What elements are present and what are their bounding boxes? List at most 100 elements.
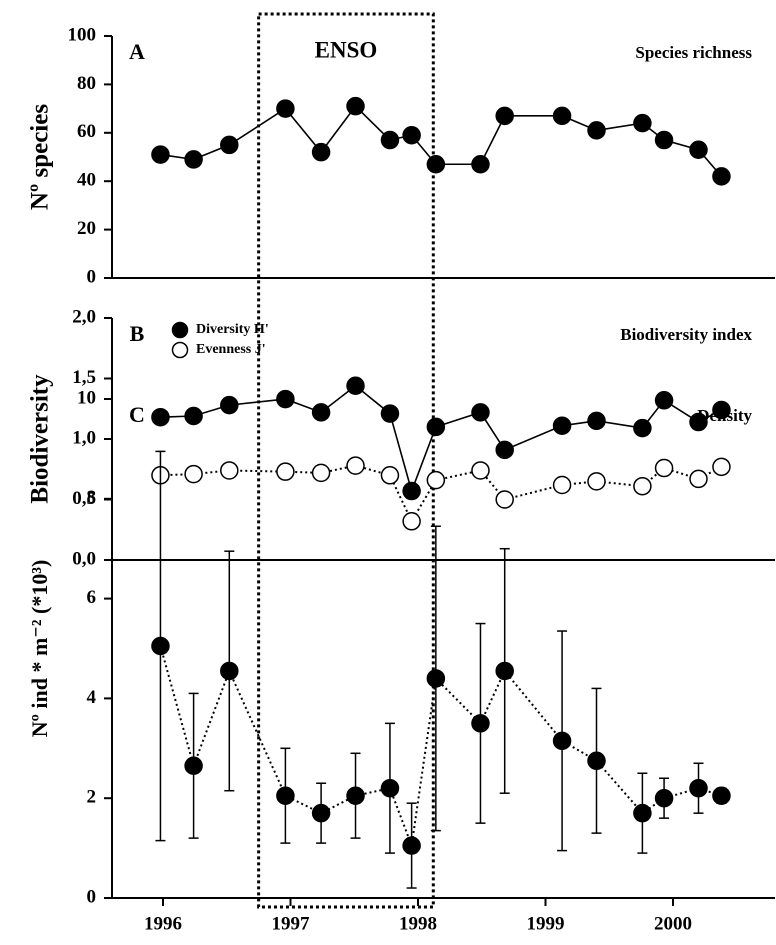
annotation: Biodiversity index bbox=[620, 325, 752, 344]
y-axis-label: Nº species bbox=[27, 104, 54, 210]
data-point bbox=[184, 464, 203, 484]
x-tick-label: 1997 bbox=[272, 913, 311, 934]
x-tick-label: 1996 bbox=[144, 913, 182, 934]
data-point bbox=[346, 456, 365, 475]
data-point bbox=[689, 778, 708, 798]
y-tick-label: 0 bbox=[87, 886, 97, 907]
y-tick-label: 0,0 bbox=[72, 548, 96, 569]
data-point bbox=[552, 475, 572, 495]
data-point bbox=[471, 403, 490, 422]
panel-label: B bbox=[130, 321, 145, 346]
data-point bbox=[654, 788, 674, 808]
data-point bbox=[552, 106, 572, 126]
data-point bbox=[495, 661, 514, 681]
data-point bbox=[587, 411, 606, 431]
data-point bbox=[654, 130, 674, 150]
data-point bbox=[654, 391, 674, 410]
enso-label: ENSO bbox=[315, 37, 378, 62]
data-point bbox=[495, 440, 514, 460]
data-point bbox=[587, 751, 606, 771]
y-tick-label: 6 bbox=[87, 587, 97, 608]
data-point bbox=[151, 407, 170, 427]
data-point bbox=[426, 417, 446, 437]
data-point bbox=[184, 406, 203, 426]
data-point bbox=[402, 836, 421, 855]
x-tick-label: 1998 bbox=[399, 913, 437, 934]
y-tick-label: 4 bbox=[87, 687, 97, 708]
data-point bbox=[311, 403, 331, 422]
enso-box bbox=[257, 12, 435, 909]
legend-marker bbox=[171, 341, 189, 359]
annotation: Density bbox=[697, 406, 752, 425]
data-point bbox=[633, 113, 652, 133]
data-point bbox=[311, 463, 331, 483]
data-point bbox=[471, 155, 490, 174]
data-point bbox=[276, 99, 295, 118]
data-point bbox=[471, 461, 490, 480]
data-point bbox=[220, 135, 239, 155]
data-point bbox=[311, 803, 331, 823]
data-point bbox=[184, 756, 203, 776]
data-point bbox=[151, 636, 170, 656]
data-point bbox=[276, 786, 295, 805]
y-tick-label: 1,0 bbox=[72, 427, 96, 448]
data-point bbox=[380, 130, 400, 150]
data-point bbox=[346, 376, 365, 396]
data-point bbox=[552, 416, 572, 435]
y-tick-label: 8 bbox=[87, 487, 97, 508]
data-point bbox=[346, 786, 365, 805]
y-tick-label: 10 bbox=[77, 387, 96, 408]
data-point bbox=[712, 167, 731, 186]
x-tick-label: 2000 bbox=[654, 913, 692, 934]
data-point bbox=[712, 457, 731, 477]
data-point bbox=[402, 512, 421, 531]
y-tick-label: 20 bbox=[77, 218, 96, 239]
y-tick-label: 60 bbox=[77, 121, 96, 142]
data-point bbox=[276, 389, 295, 409]
y-axis-label: Nº ind * m⁻² (*10³) bbox=[27, 560, 52, 738]
y-tick-label: 2,0 bbox=[72, 306, 96, 327]
data-point bbox=[220, 661, 239, 681]
data-point bbox=[380, 778, 400, 798]
data-point bbox=[471, 714, 490, 733]
x-tick-label: 1999 bbox=[527, 913, 565, 934]
data-point bbox=[712, 786, 731, 805]
data-point bbox=[689, 469, 708, 489]
data-point bbox=[346, 96, 365, 116]
y-tick-label: 1,5 bbox=[72, 367, 96, 388]
y-axis-label: Biodiversity bbox=[27, 374, 54, 504]
data-point bbox=[712, 400, 731, 420]
data-point bbox=[633, 476, 652, 496]
data-point bbox=[151, 145, 170, 164]
data-point bbox=[633, 418, 652, 438]
data-point bbox=[402, 125, 421, 145]
data-point bbox=[552, 731, 572, 751]
data-point bbox=[587, 121, 606, 140]
data-point bbox=[402, 481, 421, 501]
data-point bbox=[587, 472, 606, 491]
data-point bbox=[220, 395, 239, 415]
data-point bbox=[220, 461, 239, 480]
data-point bbox=[689, 412, 708, 432]
y-tick-label: 0 bbox=[87, 266, 97, 287]
data-point bbox=[689, 140, 708, 159]
panel-label: A bbox=[129, 39, 145, 64]
data-point bbox=[311, 142, 331, 162]
data-point bbox=[380, 466, 400, 485]
legend-label: Evenness J' bbox=[196, 342, 266, 357]
y-tick-label: 2 bbox=[87, 787, 97, 808]
data-point bbox=[495, 490, 514, 509]
y-tick-label: 80 bbox=[77, 73, 96, 94]
y-tick-label: 40 bbox=[77, 170, 96, 191]
data-point bbox=[426, 470, 446, 490]
data-point bbox=[276, 462, 295, 481]
legend-marker bbox=[171, 321, 189, 339]
annotation: Species richness bbox=[635, 43, 752, 62]
y-tick-label: 0,5 bbox=[72, 488, 96, 509]
data-point bbox=[426, 669, 446, 688]
data-point bbox=[654, 458, 674, 478]
data-point bbox=[495, 106, 514, 126]
data-point bbox=[380, 404, 400, 423]
data-point bbox=[633, 803, 652, 823]
